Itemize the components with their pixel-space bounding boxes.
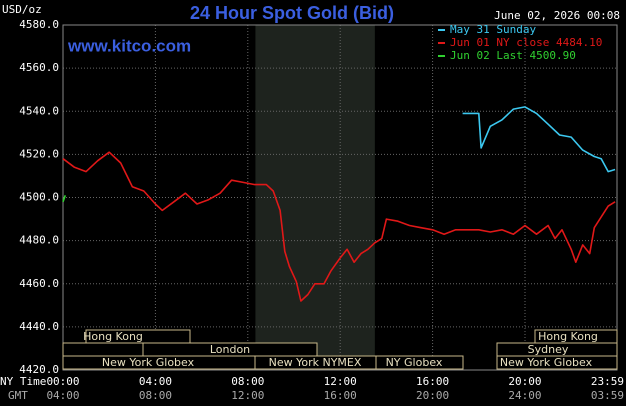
- x-tick-label: 12:00: [324, 375, 357, 388]
- x-tick-label-gmt: 16:00: [324, 389, 357, 402]
- session-label: New York Globex: [500, 356, 593, 369]
- y-tick-label: 4540.0: [19, 104, 59, 117]
- x-tick-label-gmt: 24:00: [508, 389, 541, 402]
- chart-title: 24 Hour Spot Gold (Bid): [190, 3, 394, 23]
- y-axis-label: USD/oz: [2, 3, 42, 16]
- sessions: Hong Kong London New York Globex New Yor…: [62, 329, 618, 370]
- series-line: [62, 151, 616, 302]
- x-tick-label: 20:00: [508, 375, 541, 388]
- x-row-label: GMT: [8, 389, 28, 402]
- y-tick-label: 4520.0: [19, 147, 59, 160]
- session-box: [62, 342, 144, 357]
- x-tick-label-gmt: 20:00: [416, 389, 449, 402]
- x-tick-label: 08:00: [231, 375, 264, 388]
- x-tick-label-gmt: 12:00: [231, 389, 264, 402]
- session-label: NY Globex: [386, 356, 443, 369]
- session-label: London: [210, 343, 250, 356]
- y-tick-label: 4460.0: [19, 277, 59, 290]
- watermark: www.kitco.com: [67, 36, 191, 55]
- y-tick-label: 4580.0: [19, 18, 59, 31]
- y-tick-label: 4440.0: [19, 320, 59, 333]
- plot-frame: [62, 24, 618, 371]
- y-tick-label: 4420.0: [19, 363, 59, 376]
- x-row-label: NY Time: [0, 375, 46, 388]
- session-label: Sydney: [528, 343, 569, 356]
- series-line: [462, 106, 616, 173]
- x-tick-label: 23:59: [591, 375, 624, 388]
- y-tick-label: 4500.0: [19, 191, 59, 204]
- series-line: [62, 195, 67, 203]
- session-label: New York NYMEX: [269, 356, 362, 369]
- session-box: [496, 355, 618, 370]
- x-tick-label-gmt: 03:59: [591, 389, 624, 402]
- y-tick-label: 4560.0: [19, 61, 59, 74]
- session-label: Hong Kong: [83, 330, 143, 343]
- session-box: [375, 355, 464, 370]
- x-tick-label: 16:00: [416, 375, 449, 388]
- legend-label: May 31 Sunday: [450, 23, 536, 36]
- x-tick-label-gmt: 04:00: [46, 389, 79, 402]
- x-tick-label: 00:00: [46, 375, 79, 388]
- session-label: Hong Kong: [538, 330, 598, 343]
- legend-label: Jun 02 Last 4500.90: [450, 49, 576, 62]
- y-tick-label: 4480.0: [19, 234, 59, 247]
- x-tick-label-gmt: 08:00: [139, 389, 172, 402]
- legend-label: Jun 01 NY close 4484.10: [450, 36, 602, 49]
- timestamp: June 02, 2026 00:08: [494, 9, 620, 22]
- session-label: New York Globex: [102, 356, 195, 369]
- x-tick-label: 04:00: [139, 375, 172, 388]
